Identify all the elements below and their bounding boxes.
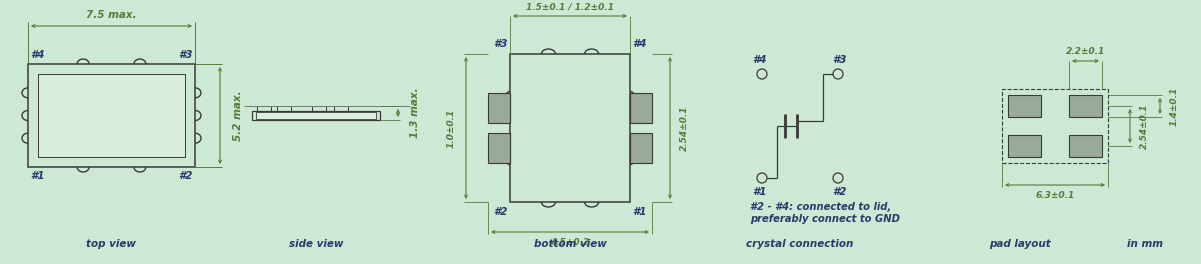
Text: #4: #4 xyxy=(632,39,646,49)
Bar xyxy=(38,74,185,157)
Text: #4: #4 xyxy=(753,55,767,65)
Text: 1.4±0.1: 1.4±0.1 xyxy=(1170,86,1179,126)
Bar xyxy=(1069,95,1103,117)
Bar xyxy=(1008,135,1041,157)
Bar xyxy=(1069,135,1103,157)
Text: preferably connect to GND: preferably connect to GND xyxy=(749,214,900,224)
Text: 7.5 max.: 7.5 max. xyxy=(86,10,137,20)
Text: #1: #1 xyxy=(753,187,767,197)
Text: top view: top view xyxy=(86,239,137,249)
Text: 2.54±0.1: 2.54±0.1 xyxy=(680,105,689,151)
Text: bottom view: bottom view xyxy=(533,239,607,249)
Text: 1.0±0.1: 1.0±0.1 xyxy=(447,109,456,148)
Bar xyxy=(256,112,376,119)
Text: in mm: in mm xyxy=(1127,239,1163,249)
Bar xyxy=(252,111,380,120)
Text: #2: #2 xyxy=(179,171,193,181)
Text: #2: #2 xyxy=(494,207,508,217)
Bar xyxy=(334,106,348,111)
Text: #1: #1 xyxy=(632,207,646,217)
Text: #3: #3 xyxy=(494,39,508,49)
Bar xyxy=(488,93,510,123)
Text: #2: #2 xyxy=(832,187,847,197)
Bar xyxy=(277,106,291,111)
Bar xyxy=(488,133,510,163)
Text: 1.3 max.: 1.3 max. xyxy=(410,88,420,138)
Bar xyxy=(631,93,652,123)
Text: 1.5±0.1 / 1.2±0.1: 1.5±0.1 / 1.2±0.1 xyxy=(526,2,614,11)
Text: #2 - #4: connected to lid,: #2 - #4: connected to lid, xyxy=(749,202,891,212)
Text: #3: #3 xyxy=(832,55,847,65)
Bar xyxy=(257,106,271,111)
Text: side view: side view xyxy=(288,239,343,249)
Text: 2.2±0.1: 2.2±0.1 xyxy=(1065,47,1105,56)
Bar xyxy=(510,54,631,202)
Bar xyxy=(1008,95,1041,117)
Bar xyxy=(631,133,652,163)
Text: 5.2 max.: 5.2 max. xyxy=(233,90,243,141)
Text: #1: #1 xyxy=(30,171,44,181)
Text: 6.3±0.1: 6.3±0.1 xyxy=(1035,191,1075,200)
Text: 2.54±0.1: 2.54±0.1 xyxy=(1140,103,1149,149)
Text: #3: #3 xyxy=(179,50,193,60)
Text: crystal connection: crystal connection xyxy=(746,239,854,249)
Bar xyxy=(312,106,325,111)
Text: pad layout: pad layout xyxy=(990,239,1051,249)
Bar xyxy=(1002,89,1109,163)
Text: #4: #4 xyxy=(30,50,44,60)
Text: 4.5±0.2: 4.5±0.2 xyxy=(550,238,590,247)
Bar xyxy=(28,64,195,167)
